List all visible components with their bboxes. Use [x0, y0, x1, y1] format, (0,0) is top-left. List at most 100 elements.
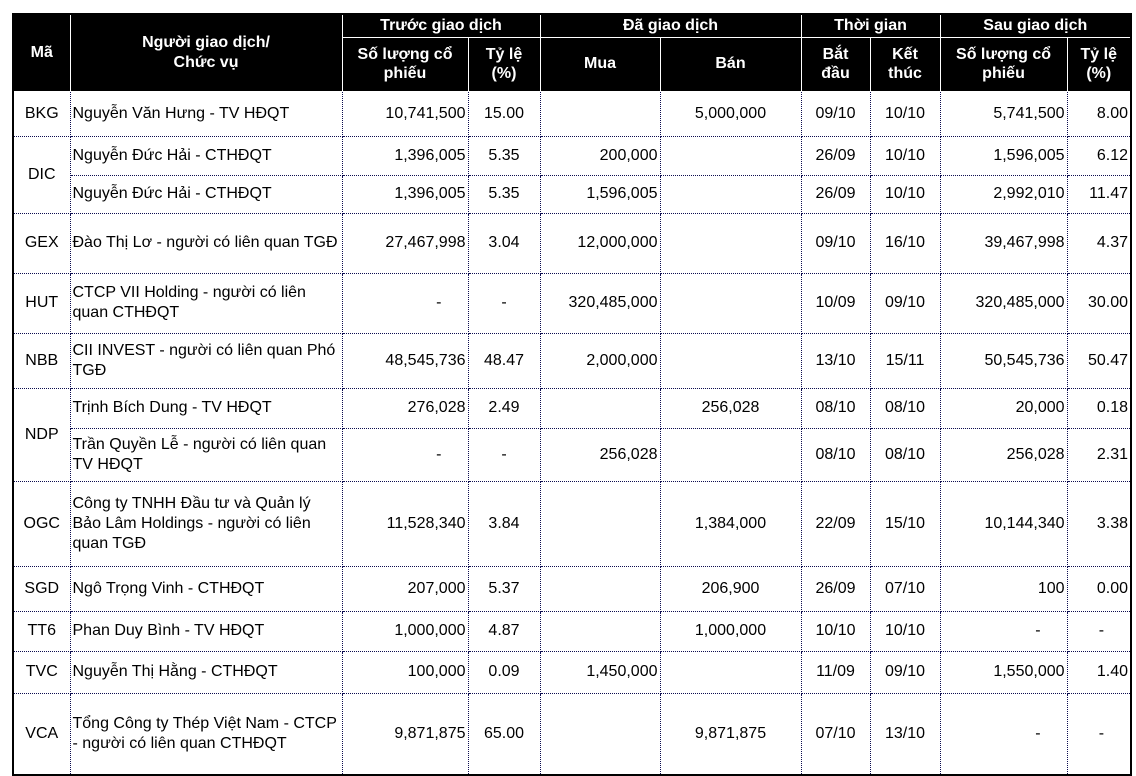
- buy-cell: 12,000,000: [539, 212, 661, 274]
- buy-cell: 1,596,005: [539, 174, 661, 214]
- header-after-shares: Số lượng cổ phiếu: [939, 36, 1068, 92]
- before-shares-cell: 27,467,998: [341, 212, 469, 274]
- sell-cell: 9,871,875: [659, 692, 802, 776]
- start-date-cell: 26/09: [800, 135, 871, 176]
- table-row: HUT CTCP VII Holding - người có liên qua…: [12, 272, 1132, 334]
- trader-cell: Trần Quyền Lễ - người có liên quan TV HĐ…: [69, 427, 343, 482]
- buy-cell: 2,000,000: [539, 332, 661, 389]
- before-pct-cell: 5.37: [467, 565, 541, 612]
- after-pct-cell: 6.12: [1066, 135, 1132, 176]
- end-date-cell: 08/10: [869, 387, 941, 429]
- sell-cell: [659, 650, 802, 694]
- table-row: Trần Quyền Lễ - người có liên quan TV HĐ…: [13, 427, 1132, 482]
- start-date-cell: 08/10: [800, 387, 871, 429]
- end-date-cell: 08/10: [869, 427, 941, 482]
- after-shares-cell: 10,144,340: [939, 480, 1068, 567]
- after-shares-cell: 256,028: [939, 427, 1068, 482]
- header-group-after: Sau giao dịch: [939, 13, 1132, 38]
- trader-cell: Nguyễn Thị Hằng - CTHĐQT: [69, 650, 343, 694]
- end-date-cell: 16/10: [869, 212, 941, 274]
- table-row: DIC Nguyễn Đức Hải - CTHĐQT 1,396,005 5.…: [12, 135, 1132, 214]
- trader-cell: CII INVEST - người có liên quan Phó TGĐ: [69, 332, 343, 389]
- after-pct-cell: 4.37: [1066, 212, 1132, 274]
- before-pct-cell: 5.35: [467, 135, 541, 176]
- table-row: NDP Trịnh Bích Dung - TV HĐQT 276,028 2.…: [12, 387, 1132, 482]
- table-row: GEX Đào Thị Lơ - người có liên quan TGĐ …: [12, 212, 1132, 274]
- code-cell: GEX: [12, 212, 71, 274]
- trader-cell: Tổng Công ty Thép Việt Nam - CTCP - ngườ…: [69, 692, 343, 776]
- before-pct-cell: 5.35: [467, 174, 541, 214]
- code-cell: NBB: [12, 332, 71, 389]
- code-cell: OGC: [12, 480, 71, 567]
- end-date-cell: 15/11: [869, 332, 941, 389]
- end-date-cell: 09/10: [869, 650, 941, 694]
- buy-cell: 1,450,000: [539, 650, 661, 694]
- before-pct-cell: 0.09: [467, 650, 541, 694]
- after-shares-cell: 320,485,000: [939, 272, 1068, 334]
- end-date-cell: 15/10: [869, 480, 941, 567]
- end-date-cell: 10/10: [869, 174, 941, 214]
- before-shares-cell: 207,000: [341, 565, 469, 612]
- trader-cell: Trịnh Bích Dung - TV HĐQT: [69, 387, 343, 429]
- table-row: SGD Ngô Trọng Vinh - CTHĐQT 207,000 5.37…: [12, 565, 1132, 612]
- sell-cell: [659, 427, 802, 482]
- header-group-time: Thời gian: [800, 13, 941, 38]
- buy-cell: [539, 387, 661, 429]
- sell-cell: 256,028: [659, 387, 802, 429]
- sell-cell: [659, 174, 802, 214]
- code-cell: DIC: [12, 135, 71, 214]
- header-buy: Mua: [539, 36, 661, 92]
- after-shares-cell: 50,545,736: [939, 332, 1068, 389]
- after-shares-cell: 2,992,010: [939, 174, 1068, 214]
- after-shares-cell: -: [939, 692, 1068, 776]
- buy-cell: 256,028: [539, 427, 661, 482]
- header-after-pct: Tỷ lệ (%): [1066, 36, 1132, 92]
- before-pct-cell: -: [467, 427, 541, 482]
- buy-cell: [539, 90, 661, 137]
- before-pct-cell: -: [467, 272, 541, 334]
- before-shares-cell: 9,871,875: [341, 692, 469, 776]
- trader-cell: Nguyễn Đức Hải - CTHĐQT: [69, 135, 343, 176]
- header-sell: Bán: [659, 36, 802, 92]
- start-date-cell: 22/09: [800, 480, 871, 567]
- before-shares-cell: 48,545,736: [341, 332, 469, 389]
- header-before-pct: Tỷ lệ (%): [467, 36, 541, 92]
- after-pct-cell: 2.31: [1066, 427, 1132, 482]
- before-shares-cell: 11,528,340: [341, 480, 469, 567]
- after-shares-cell: 1,596,005: [939, 135, 1068, 176]
- after-pct-cell: 50.47: [1066, 332, 1132, 389]
- code-cell: NDP: [12, 387, 71, 482]
- sell-cell: [659, 212, 802, 274]
- after-shares-cell: 20,000: [939, 387, 1068, 429]
- trader-cell: Phan Duy Bình - TV HĐQT: [69, 610, 343, 652]
- header-trader: Người giao dịch/ Chức vụ: [69, 13, 343, 92]
- header-end: Kết thúc: [869, 36, 941, 92]
- trader-cell: CTCP VII Holding - người có liên quan CT…: [69, 272, 343, 334]
- start-date-cell: 08/10: [800, 427, 871, 482]
- end-date-cell: 10/10: [869, 90, 941, 137]
- code-cell: BKG: [12, 90, 71, 137]
- after-shares-cell: 39,467,998: [939, 212, 1068, 274]
- start-date-cell: 13/10: [800, 332, 871, 389]
- after-pct-cell: 1.40: [1066, 650, 1132, 694]
- before-pct-cell: 65.00: [467, 692, 541, 776]
- code-cell: TVC: [12, 650, 71, 694]
- table-row: NBB CII INVEST - người có liên quan Phó …: [12, 332, 1132, 389]
- header-group-before: Trước giao dịch: [341, 13, 541, 38]
- code-cell: TT6: [12, 610, 71, 652]
- after-pct-cell: 11.47: [1066, 174, 1132, 214]
- sell-cell: [659, 332, 802, 389]
- after-pct-cell: 0.00: [1066, 565, 1132, 612]
- code-cell: SGD: [12, 565, 71, 612]
- start-date-cell: 10/10: [800, 610, 871, 652]
- end-date-cell: 13/10: [869, 692, 941, 776]
- after-shares-cell: 5,741,500: [939, 90, 1068, 137]
- trader-cell: Nguyễn Văn Hưng - TV HĐQT: [69, 90, 343, 137]
- table-row: VCA Tổng Công ty Thép Việt Nam - CTCP - …: [12, 692, 1132, 776]
- before-shares-cell: -: [341, 272, 469, 334]
- before-shares-cell: 10,741,500: [341, 90, 469, 137]
- after-pct-cell: 8.00: [1066, 90, 1132, 137]
- after-shares-cell: 1,550,000: [939, 650, 1068, 694]
- buy-cell: [539, 480, 661, 567]
- start-date-cell: 07/10: [800, 692, 871, 776]
